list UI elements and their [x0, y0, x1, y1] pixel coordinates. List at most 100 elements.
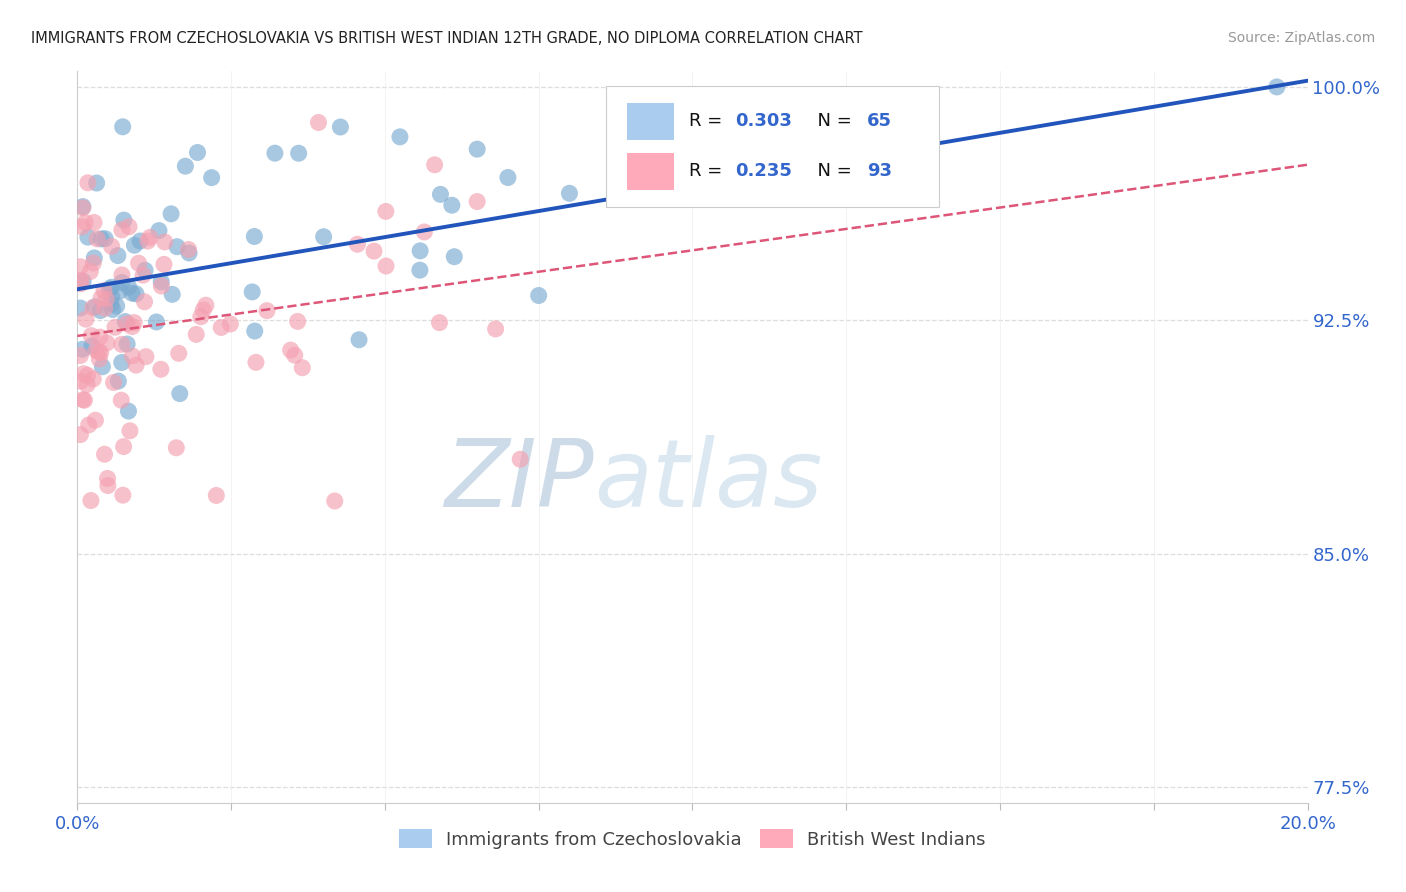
- Text: R =: R =: [689, 162, 728, 180]
- Text: 93: 93: [868, 162, 893, 180]
- Point: [122, 316, 145, 330]
- Point: [388, 129, 411, 144]
- Point: [194, 298, 217, 312]
- Point: [291, 360, 314, 375]
- Point: [129, 234, 152, 248]
- Point: [83, 251, 105, 265]
- Point: [121, 319, 143, 334]
- Text: 0.303: 0.303: [735, 112, 793, 130]
- Point: [69, 349, 91, 363]
- Point: [82, 372, 104, 386]
- Text: N =: N =: [806, 112, 858, 130]
- Point: [150, 279, 173, 293]
- Point: [413, 225, 436, 239]
- FancyBboxPatch shape: [627, 153, 673, 190]
- Point: [80, 339, 103, 353]
- Point: [160, 207, 183, 221]
- Text: ZIP: ZIP: [444, 435, 595, 526]
- Point: [69, 273, 91, 287]
- Point: [440, 198, 463, 212]
- Point: [329, 120, 352, 134]
- Point: [77, 417, 100, 432]
- Point: [485, 322, 508, 336]
- Text: atlas: atlas: [595, 435, 823, 526]
- FancyBboxPatch shape: [627, 103, 673, 140]
- Point: [165, 441, 187, 455]
- Point: [107, 374, 129, 388]
- Point: [139, 230, 162, 244]
- Point: [118, 280, 141, 294]
- Point: [375, 259, 398, 273]
- Point: [87, 345, 110, 359]
- Point: [193, 302, 215, 317]
- Point: [308, 115, 330, 129]
- Point: [83, 215, 105, 229]
- Point: [90, 345, 112, 359]
- Point: [108, 284, 131, 298]
- Point: [312, 229, 335, 244]
- Point: [132, 268, 155, 282]
- Point: [112, 440, 135, 454]
- Point: [240, 285, 263, 299]
- Point: [118, 219, 141, 234]
- Point: [135, 350, 157, 364]
- Point: [100, 297, 122, 311]
- Point: [96, 335, 118, 350]
- Point: [145, 315, 167, 329]
- Point: [190, 310, 212, 324]
- Point: [82, 301, 104, 315]
- Point: [423, 158, 446, 172]
- Point: [82, 256, 104, 270]
- Point: [465, 194, 488, 209]
- Point: [134, 263, 156, 277]
- Point: [76, 368, 98, 383]
- Point: [101, 302, 124, 317]
- Point: [280, 343, 302, 357]
- Point: [69, 260, 91, 274]
- Point: [111, 276, 134, 290]
- Point: [177, 243, 200, 257]
- Point: [256, 303, 278, 318]
- Point: [166, 240, 188, 254]
- Point: [111, 268, 134, 282]
- Point: [136, 234, 159, 248]
- Point: [465, 142, 488, 156]
- Point: [169, 386, 191, 401]
- Point: [429, 316, 451, 330]
- Point: [89, 351, 111, 366]
- Point: [112, 213, 135, 227]
- Point: [219, 317, 242, 331]
- Point: [93, 284, 115, 298]
- Point: [323, 494, 346, 508]
- Point: [72, 201, 94, 215]
- Point: [90, 291, 112, 305]
- Point: [128, 256, 150, 270]
- Text: R =: R =: [689, 112, 728, 130]
- Point: [287, 314, 309, 328]
- Point: [148, 223, 170, 237]
- Point: [429, 187, 451, 202]
- Point: [69, 374, 91, 388]
- Legend: Immigrants from Czechoslovakia, British West Indians: Immigrants from Czechoslovakia, British …: [392, 822, 993, 856]
- Point: [527, 288, 550, 302]
- Point: [93, 447, 115, 461]
- Point: [70, 277, 93, 291]
- Point: [98, 282, 121, 296]
- Point: [75, 216, 97, 230]
- Point: [167, 346, 190, 360]
- Point: [243, 324, 266, 338]
- Point: [80, 493, 103, 508]
- Point: [110, 393, 132, 408]
- Point: [96, 292, 118, 306]
- Point: [86, 232, 108, 246]
- Point: [86, 176, 108, 190]
- Point: [186, 145, 208, 160]
- Point: [245, 355, 267, 369]
- Point: [153, 257, 176, 271]
- Text: IMMIGRANTS FROM CZECHOSLOVAKIA VS BRITISH WEST INDIAN 12TH GRADE, NO DIPLOMA COR: IMMIGRANTS FROM CZECHOSLOVAKIA VS BRITIS…: [31, 31, 862, 46]
- Point: [121, 349, 143, 363]
- Point: [75, 312, 97, 326]
- Point: [76, 377, 98, 392]
- Point: [115, 337, 138, 351]
- Point: [287, 146, 309, 161]
